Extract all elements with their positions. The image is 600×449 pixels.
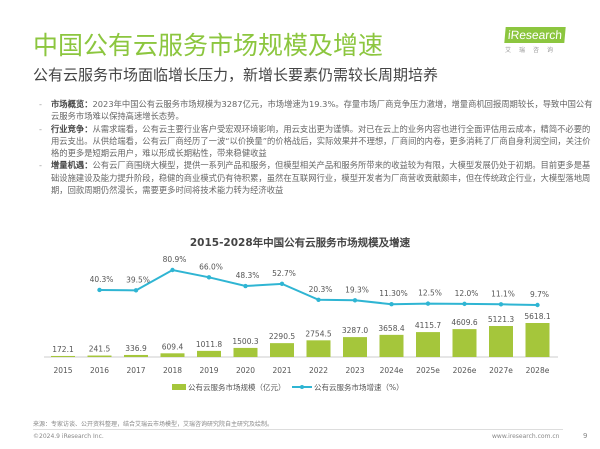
bar xyxy=(452,329,477,357)
growth-point xyxy=(97,287,102,293)
bar xyxy=(197,350,221,357)
bullet-label: 市场概览： xyxy=(51,99,93,109)
bar-label: 336.9 xyxy=(125,344,147,353)
bar xyxy=(270,343,294,357)
legend-bar-label: 公有云服务市场规模（亿元） xyxy=(188,382,286,392)
x-tick-label: 2016 xyxy=(90,366,109,375)
x-tick-label: 2019 xyxy=(199,366,218,375)
growth-label: 39.5% xyxy=(126,275,150,284)
source-note: 来源：专家访谈、公开资料整理，结合艾瑞云市场模型，艾瑞咨询研究院自主研究及绘制。 xyxy=(33,421,274,428)
bar-label: 4115.7 xyxy=(415,321,441,330)
bar-label: 5618.1 xyxy=(524,312,550,321)
growth-point xyxy=(279,281,285,287)
logo-cn: 艾瑞咨询 xyxy=(505,47,562,54)
bullet-competition: 行业竞争：从需求端看，公有云主要行业客户受宏观环境影响，用云支出更为谨慎。对已在… xyxy=(38,123,593,160)
page-title: 中国公有云服务市场规模及增速 xyxy=(33,31,384,60)
copyright: ©2024.9 iResearch Inc. xyxy=(33,433,104,440)
x-tick-label: 2021 xyxy=(272,366,291,375)
iresearch-logo: iResearch 艾瑞咨询 xyxy=(504,24,573,54)
bar-label: 3658.4 xyxy=(378,324,404,333)
bar-label: 5121.3 xyxy=(488,315,514,324)
bar-label: 1500.3 xyxy=(232,337,258,346)
bullet-market: 市场概览：2023年中国公有云服务市场规模为3287亿元，市场增速为19.3%。… xyxy=(38,98,593,123)
bullet-opportunity: 增量机遇：公有云厂商围绕大模型，提供一系列产品和服务，但模型相关产品和服务所带来… xyxy=(38,159,593,196)
growth-point xyxy=(498,302,504,307)
legend-line-label: 公有云服务市场增速（%） xyxy=(314,382,404,392)
bullet-label: 增量机遇： xyxy=(51,160,93,171)
bar xyxy=(233,347,258,357)
page-number: 9 xyxy=(583,432,588,440)
bar xyxy=(489,326,513,357)
chart-title: 2015-2028年中国公有云服务市场规模及增速 xyxy=(190,236,411,249)
bar xyxy=(160,353,185,357)
bar xyxy=(416,332,440,357)
growth-point xyxy=(206,275,212,280)
bar-label: 172.1 xyxy=(52,345,74,354)
bullet-text: 公有云厂商围绕大模型，提供一系列产品和服务，但模型相关产品和服务所带来的收益较为… xyxy=(51,160,591,196)
bar-label: 4609.6 xyxy=(451,318,477,327)
footer-divider xyxy=(33,429,563,430)
growth-point xyxy=(243,283,248,289)
x-tick-label: 2024e xyxy=(380,366,404,375)
bar xyxy=(124,354,148,357)
legend-line-marker xyxy=(300,385,304,389)
bar-label: 609.4 xyxy=(162,342,184,351)
x-tick-label: 2020 xyxy=(236,366,255,375)
x-tick-label: 2028e xyxy=(526,366,550,375)
bar-label: 3287.0 xyxy=(342,326,368,335)
bar-label: 1011.8 xyxy=(196,340,222,349)
bar xyxy=(87,355,112,357)
growth-label: 12.0% xyxy=(455,289,479,298)
growth-point xyxy=(389,302,394,307)
growth-label: 20.3% xyxy=(309,285,333,294)
bullet-text: 2023年中国公有云服务市场规模为3287亿元，市场增速为19.3%。存量市场厂… xyxy=(51,99,593,122)
bar-label: 2754.5 xyxy=(305,329,331,338)
growth-label: 52.7% xyxy=(272,269,296,278)
bar xyxy=(379,334,404,357)
website-link[interactable]: www.iresearch.com.cn xyxy=(492,433,560,440)
bar-label: 241.5 xyxy=(89,345,111,354)
x-tick-label: 2017 xyxy=(126,366,145,375)
page-subtitle: 公有云服务市场面临增长压力，新增长要素仍需较长周期培养 xyxy=(33,66,439,84)
growth-label: 48.3% xyxy=(236,271,260,280)
growth-point xyxy=(170,267,175,273)
growth-point xyxy=(133,288,139,293)
growth-point xyxy=(535,302,540,308)
growth-label: 19.3% xyxy=(345,285,369,294)
bar xyxy=(525,323,550,357)
growth-label: 66.0% xyxy=(199,262,223,271)
x-tick-label: 2015 xyxy=(53,366,72,375)
legend-bar-swatch xyxy=(172,384,186,390)
bar xyxy=(343,337,367,357)
x-tick-label: 2025e xyxy=(416,366,440,375)
bar-label: 2290.5 xyxy=(269,332,295,341)
growth-label: 11.30% xyxy=(379,289,408,298)
growth-label: 11.1% xyxy=(491,289,515,298)
bar xyxy=(51,355,75,357)
growth-point xyxy=(425,301,431,306)
x-tick-label: 2018 xyxy=(163,366,182,375)
growth-point xyxy=(352,298,358,303)
bullet-label: 行业竞争： xyxy=(51,123,93,134)
growth-point xyxy=(316,297,321,302)
growth-label: 9.7% xyxy=(530,290,549,299)
growth-label: 12.5% xyxy=(418,289,442,298)
bar xyxy=(306,340,331,357)
x-tick-label: 2022 xyxy=(309,366,328,375)
x-tick-label: 2027e xyxy=(489,366,513,375)
growth-label: 40.3% xyxy=(90,275,114,284)
bullet-list: 市场概览：2023年中国公有云服务市场规模为3287亿元，市场增速为19.3%。… xyxy=(38,98,593,196)
growth-label: 80.9% xyxy=(163,255,187,264)
x-tick-label: 2026e xyxy=(453,366,477,375)
x-tick-label: 2023 xyxy=(345,366,364,375)
bullet-text: 从需求端看，公有云主要行业客户受宏观环境影响，用云支出更为谨慎。对已在云上的业务… xyxy=(51,123,591,159)
growth-point xyxy=(462,301,467,307)
